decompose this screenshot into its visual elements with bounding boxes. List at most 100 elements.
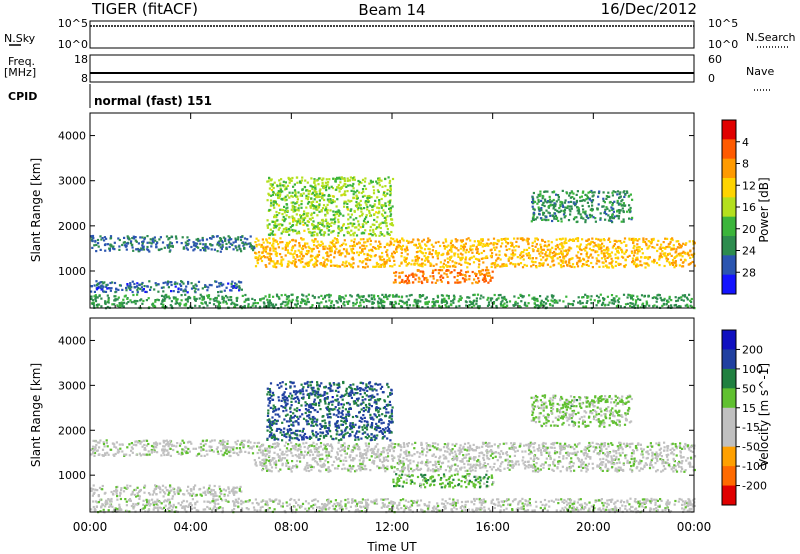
power-cell: [450, 255, 453, 258]
power-cell: [109, 281, 112, 285]
power-cell: [534, 218, 537, 221]
power-cell: [358, 304, 361, 308]
power-cell: [268, 293, 271, 296]
power-cell: [426, 306, 429, 309]
power-cell: [678, 296, 681, 299]
power-cell: [546, 254, 549, 257]
power-cell: [293, 218, 296, 221]
power-cell: [616, 210, 619, 213]
power-cell: [314, 238, 317, 241]
power-cell: [665, 303, 668, 306]
power-cell: [470, 256, 473, 259]
power-cell: [194, 299, 197, 302]
velocity-cell: [403, 443, 406, 446]
power-cell: [94, 294, 97, 297]
power-cell: [223, 289, 226, 292]
velocity-cell: [612, 450, 615, 453]
power-cell: [616, 193, 619, 196]
velocity-cell: [99, 439, 102, 442]
power-cell: [538, 264, 541, 268]
velocity-cell: [156, 451, 159, 454]
power-cell: [336, 265, 339, 268]
power-cell: [486, 274, 490, 277]
power-cell: [388, 181, 391, 184]
power-cell: [314, 206, 317, 209]
power-cell: [419, 246, 423, 249]
power-cell: [592, 245, 595, 248]
power-cell: [583, 199, 586, 202]
power-cell: [620, 200, 623, 203]
power-cell: [607, 253, 610, 256]
power-cell: [466, 266, 469, 269]
power-cell: [543, 218, 546, 221]
power-cell: [269, 233, 272, 237]
power-cell: [440, 300, 443, 303]
power-cell: [542, 201, 545, 204]
velocity-cell: [655, 454, 658, 457]
power-cell: [477, 252, 481, 255]
power-cell: [133, 299, 136, 303]
power-cell: [95, 295, 98, 298]
power-cell: [411, 259, 414, 262]
power-cell: [227, 235, 230, 238]
power-cell: [90, 235, 93, 238]
power-cell: [460, 269, 463, 272]
power-cell: [336, 241, 340, 244]
power-cell: [228, 245, 231, 249]
power-cell: [241, 235, 244, 238]
power-cell: [266, 298, 269, 301]
velocity-cell: [276, 442, 279, 445]
power-cell: [286, 263, 290, 266]
velocity-cell: [386, 452, 389, 455]
power-cell: [278, 195, 281, 198]
power-cell: [204, 247, 207, 250]
power-cell: [381, 255, 384, 258]
power-cell: [481, 245, 484, 248]
power-cell: [267, 233, 271, 236]
power-cell: [290, 179, 293, 182]
velocity-cell: [248, 446, 251, 449]
power-cell: [364, 201, 367, 204]
velocity-cell: [607, 468, 610, 471]
power-cell: [675, 248, 678, 251]
power-cell: [668, 261, 671, 264]
power-cell: [445, 273, 448, 276]
power-cell: [352, 187, 355, 190]
power-cell: [320, 263, 323, 266]
power-cell: [372, 189, 376, 192]
power-cell: [222, 299, 225, 302]
power-cell: [594, 244, 597, 247]
power-cell: [493, 242, 496, 245]
power-cell: [296, 220, 299, 223]
power-cell: [381, 293, 384, 296]
power-cell: [587, 264, 590, 267]
power-cell: [637, 298, 640, 301]
velocity-cell: [115, 441, 118, 444]
power-cell: [430, 243, 433, 246]
power-cell: [190, 282, 193, 285]
power-cell: [619, 195, 622, 198]
velocity-cell: [212, 450, 215, 453]
power-cell: [476, 281, 479, 284]
power-cell: [489, 254, 492, 257]
power-cell: [129, 282, 132, 285]
power-cell: [345, 227, 348, 230]
power-cell: [301, 220, 304, 223]
power-cell: [311, 192, 314, 195]
power-cell: [545, 216, 548, 219]
velocity-cell: [225, 449, 228, 452]
power-cell: [561, 237, 564, 240]
power-cell: [285, 207, 288, 210]
power-cell: [576, 209, 579, 212]
power-cell: [397, 295, 400, 298]
velocity-cell: [592, 450, 595, 453]
power-cell: [313, 296, 316, 299]
power-cell: [328, 244, 331, 247]
power-cell: [343, 205, 346, 208]
power-cell: [460, 296, 463, 300]
power-cell: [350, 213, 353, 216]
power-cell: [480, 257, 483, 260]
power-cell: [608, 237, 611, 240]
power-cell: [421, 306, 424, 309]
power-cell: [288, 240, 291, 243]
